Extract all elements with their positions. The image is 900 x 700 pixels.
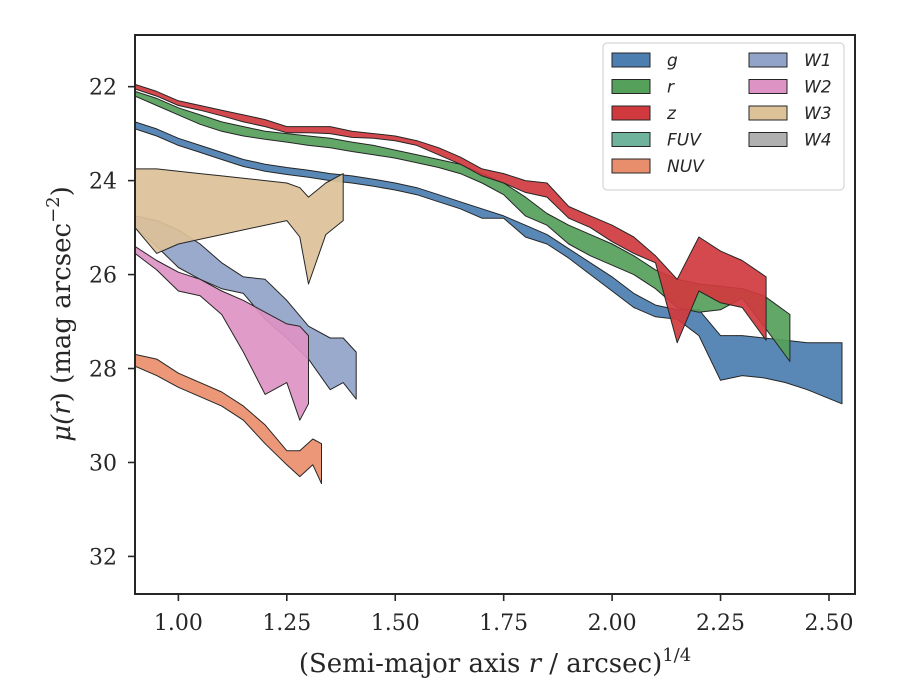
y-axis-label: μ(r) (mag arcsec−2) [43,186,77,442]
legend-label: W1 [804,51,832,71]
legend-swatch [611,132,651,147]
legend-swatch [611,79,651,94]
legend-item-w1: W1 [748,51,832,71]
x-tick-label: 1.25 [262,611,311,636]
bands-layer [135,83,843,485]
legend-item-w4: W4 [748,131,832,151]
legend-swatch [611,105,651,121]
y-axis-label-suffix: ) (mag arcsec [47,223,77,402]
legend-swatch [611,158,651,174]
legend-item-z: z [611,104,677,124]
x-tick-label: 2.25 [696,611,745,636]
legend-item-w2: W2 [748,78,832,98]
y-tick-label: 32 [89,545,117,570]
legend-label: W2 [804,78,832,98]
y-axis-label-close: ) [47,186,77,196]
legend-swatch [611,52,651,68]
x-tick-label: 1.75 [479,611,528,636]
legend-label: NUV [667,157,705,177]
legend-label: W4 [804,131,832,151]
x-axis-label: (Semi-major axis r / arcsec)1/4 [299,645,691,679]
legend-swatch [748,52,788,68]
band-nuv [135,353,322,485]
legend: grz FUV NUV W1 W2 W3 W4 [602,42,845,191]
legend-swatch [748,79,788,94]
legend-label: g [667,51,678,71]
x-axis: 1.00 1.25 1.50 1.75 2.00 2.25 2.50 [154,594,853,636]
x-axis-label-sup: 1/4 [662,645,691,666]
x-tick-label: 1.50 [371,611,420,636]
y-tick-label: 24 [89,170,117,195]
legend-swatch [748,105,788,121]
y-tick-label: 30 [89,451,117,476]
plot-frame [134,34,856,595]
legend-label: W3 [804,104,832,124]
y-axis-label-var: r [47,401,77,415]
legend-item-nuv: NUV [611,157,705,177]
x-axis-label-suffix: / arcsec) [541,649,662,679]
y-tick-label: 22 [89,76,117,101]
band-z [135,83,767,344]
legend-label: FUV [667,131,702,151]
y-axis-label-prefix: μ( [47,414,77,442]
x-tick-label: 2.50 [804,611,853,636]
y-tick-label: 28 [89,358,117,383]
legend-label: r [667,78,675,98]
band-g [135,121,843,405]
legend-item-r: r [611,78,675,98]
legend-swatch [748,132,788,147]
y-axis: 22 24 26 28 30 32 [89,76,135,570]
x-tick-label: 1.00 [154,611,203,636]
legend-item-w3: W3 [748,104,832,124]
legend-label: z [666,104,677,124]
y-axis-label-sup: −2 [43,196,64,223]
y-tick-label: 26 [89,264,117,289]
band-r [135,90,791,362]
legend-item-fuv: FUV [611,131,702,151]
x-axis-label-var: r [529,649,543,679]
band-w2 [135,245,309,421]
band-w3 [135,168,344,285]
legend-item-g: g [611,51,678,71]
x-tick-label: 2.00 [588,611,637,636]
x-axis-label-prefix: (Semi-major axis [299,649,529,679]
